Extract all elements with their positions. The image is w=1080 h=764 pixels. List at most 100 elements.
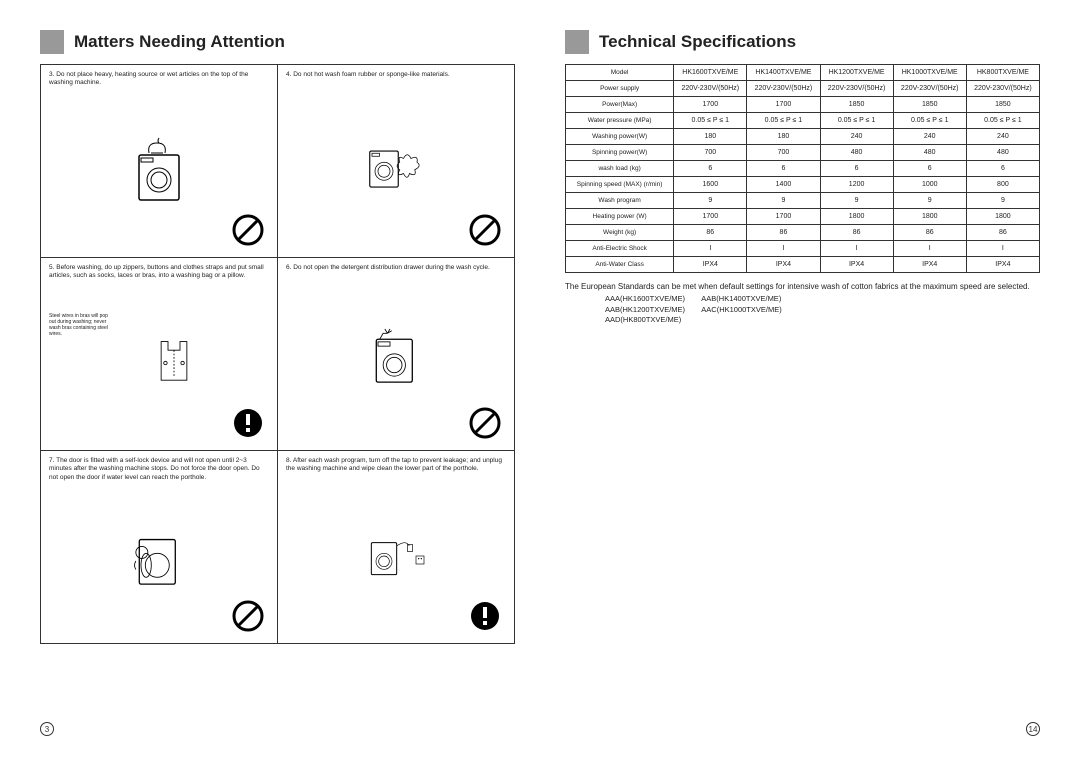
prohibit-icon [469, 214, 501, 246]
table-row: Water pressure (MPa) 0.05 ≤ P ≤ 1 0.05 ≤ P… [566, 113, 1040, 129]
instruction-text: 5. Before washing, do up zippers, button… [49, 264, 269, 281]
spec-cell: 480 [820, 145, 893, 161]
instruction-text: 7. The door is fitted with a self-lock d… [49, 457, 269, 482]
spec-cell: 220V-230V/(50Hz) [820, 81, 893, 97]
spec-cell: I [820, 241, 893, 257]
table-row: Wash program99999 [566, 193, 1040, 209]
spec-cell: 0.05 ≤ P ≤ 1 [893, 113, 966, 129]
model-col: HK1600TXVE/ME [674, 65, 747, 81]
table-row: wash load (kg)66666 [566, 161, 1040, 177]
spec-table-body: Power supply220V-230V/(50Hz)220V-230V/(5… [566, 81, 1040, 273]
spec-cell: 1850 [966, 97, 1039, 113]
illustration [286, 81, 506, 251]
left-page: Matters Needing Attention 3. Do not plac… [40, 30, 540, 744]
instruction-cell-3: 3. Do not place heavy, heating source or… [41, 65, 278, 257]
spec-cell: I [747, 241, 820, 257]
document-spread: Matters Needing Attention 3. Do not plac… [0, 0, 1080, 764]
spec-table-head: Model HK1600TXVE/ME HK1400TXVE/ME HK1200… [566, 65, 1040, 81]
illustration [286, 274, 506, 444]
illustration: Steel wires in bras will pop out during … [49, 283, 269, 444]
footnote-codes: AAA(HK1600TXVE/ME) AAB(HK1400TXVE/ME) AA… [565, 294, 1040, 326]
model-header: Model [566, 65, 674, 81]
instruction-text: 3. Do not place heavy, heating source or… [49, 71, 269, 88]
instruction-row: 7. The door is fitted with a self-lock d… [41, 451, 514, 643]
spec-row-label: Weight (kg) [566, 225, 674, 241]
spec-cell: 1000 [893, 177, 966, 193]
spec-cell: 1700 [747, 209, 820, 225]
table-row: Washing power(W)180180240240240 [566, 129, 1040, 145]
spec-cell: 480 [893, 145, 966, 161]
spec-cell: 1200 [820, 177, 893, 193]
spec-cell: IPX4 [674, 257, 747, 273]
footnote-text: The European Standards can be met when d… [565, 281, 1040, 292]
spec-cell: 9 [893, 193, 966, 209]
prohibit-icon [232, 600, 264, 632]
spec-row-label: Spinning power(W) [566, 145, 674, 161]
spec-cell: 480 [966, 145, 1039, 161]
spec-cell: IPX4 [893, 257, 966, 273]
washer-door-icon [129, 526, 189, 596]
spec-cell: 9 [747, 193, 820, 209]
spec-cell: I [674, 241, 747, 257]
spec-cell: 1850 [893, 97, 966, 113]
illustration [49, 484, 269, 637]
instruction-text: 4. Do not hot wash foam rubber or sponge… [286, 71, 506, 79]
spec-cell: 220V-230V/(50Hz) [674, 81, 747, 97]
spec-row-label: Power(Max) [566, 97, 674, 113]
instruction-cell-6: 6. Do not open the detergent distributio… [278, 258, 514, 450]
spec-row-label: Heating power (W) [566, 209, 674, 225]
right-title: Technical Specifications [599, 32, 796, 52]
spec-cell: 86 [893, 225, 966, 241]
spec-cell: 86 [820, 225, 893, 241]
left-page-number: 3 [40, 722, 54, 736]
model-col: HK1000TXVE/ME [893, 65, 966, 81]
spec-cell: 1700 [674, 97, 747, 113]
instructions-panel: 3. Do not place heavy, heating source or… [40, 64, 515, 644]
instruction-cell-5: 5. Before washing, do up zippers, button… [41, 258, 278, 450]
spec-row-label: Water pressure (MPa) [566, 113, 674, 129]
instruction-cell-8: 8. After each wash program, turn off the… [278, 451, 514, 643]
spec-cell: 1800 [893, 209, 966, 225]
model-col: HK800TXVE/ME [966, 65, 1039, 81]
spec-cell: I [966, 241, 1039, 257]
spec-cell: 1600 [674, 177, 747, 193]
spec-cell: 220V-230V/(50Hz) [966, 81, 1039, 97]
table-row: Anti-Water ClassIPX4IPX4IPX4IPX4IPX4 [566, 257, 1040, 273]
instruction-text: 8. After each wash program, turn off the… [286, 457, 506, 474]
instruction-cell-4: 4. Do not hot wash foam rubber or sponge… [278, 65, 514, 257]
spec-cell: 180 [747, 129, 820, 145]
alert-icon [232, 407, 264, 439]
spec-cell: 220V-230V/(50Hz) [893, 81, 966, 97]
spec-cell: 0.05 ≤ P ≤ 1 [747, 113, 820, 129]
spec-cell: 86 [966, 225, 1039, 241]
illustration [49, 90, 269, 251]
spec-cell: IPX4 [820, 257, 893, 273]
table-row: Power(Max)17001700185018501850 [566, 97, 1040, 113]
spec-cell: 1850 [820, 97, 893, 113]
instruction-row: 3. Do not place heavy, heating source or… [41, 65, 514, 258]
spec-cell: IPX4 [747, 257, 820, 273]
spec-cell: 6 [820, 161, 893, 177]
washer-unplug-icon [366, 521, 426, 591]
spec-cell: 800 [966, 177, 1039, 193]
code-line: AAD(HK800TXVE/ME) [605, 315, 1040, 326]
table-row: Power supply220V-230V/(50Hz)220V-230V/(5… [566, 81, 1040, 97]
right-title-wrap: Technical Specifications [565, 30, 1040, 54]
model-col: HK1200TXVE/ME [820, 65, 893, 81]
prohibit-icon [232, 214, 264, 246]
spec-cell: 1800 [820, 209, 893, 225]
prohibit-icon [469, 407, 501, 439]
spec-cell: 6 [747, 161, 820, 177]
title-square-icon [40, 30, 64, 54]
alert-icon [469, 600, 501, 632]
spec-cell: 180 [674, 129, 747, 145]
spec-row-label: Power supply [566, 81, 674, 97]
spec-cell: IPX4 [966, 257, 1039, 273]
instruction-row: 5. Before washing, do up zippers, button… [41, 258, 514, 451]
spec-row-label: wash load (kg) [566, 161, 674, 177]
table-row: Heating power (W)17001700180018001800 [566, 209, 1040, 225]
code-line: AAB(HK1200TXVE/ME) AAC(HK1000TXVE/ME) [605, 305, 1040, 316]
spec-row-label: Anti-Water Class [566, 257, 674, 273]
spec-row-label: Spinning speed (MAX) (r/min) [566, 177, 674, 193]
table-row: Anti-Electric ShockIIIII [566, 241, 1040, 257]
